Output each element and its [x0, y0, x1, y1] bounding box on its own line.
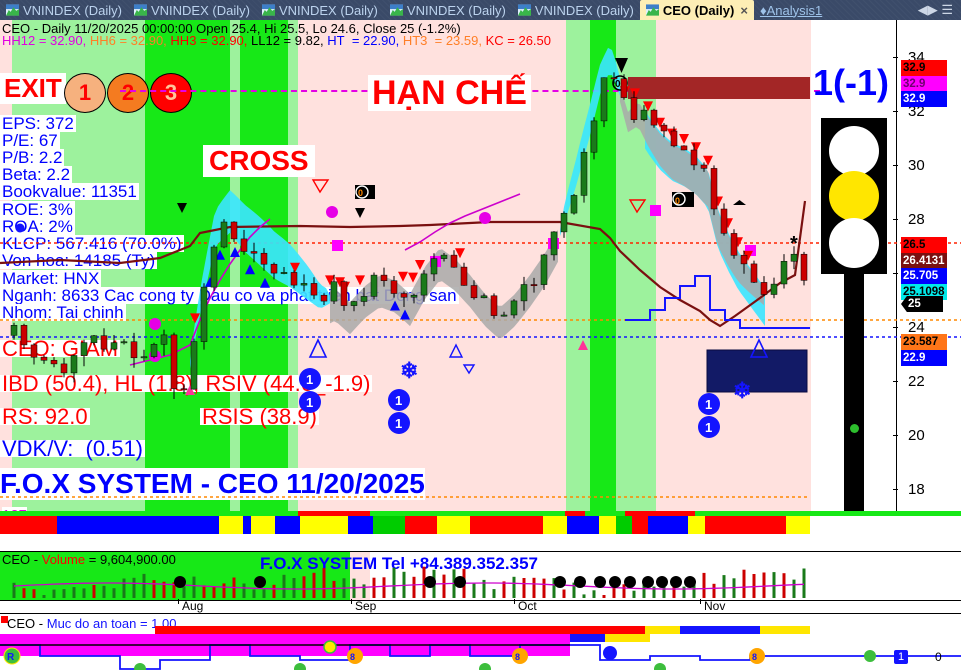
svg-text:❄: ❄ [400, 358, 418, 383]
svg-text:8: 8 [752, 652, 757, 662]
svg-text:1: 1 [705, 420, 712, 435]
svg-text:1: 1 [705, 397, 712, 412]
svg-text:8: 8 [350, 652, 355, 662]
svg-text:8: 8 [515, 652, 520, 662]
svg-text:0: 0 [675, 196, 680, 206]
svg-text:R: R [7, 652, 15, 663]
svg-text:❄: ❄ [733, 378, 751, 403]
svg-text:1: 1 [395, 416, 402, 431]
svg-text:1: 1 [395, 393, 402, 408]
svg-text:0: 0 [615, 79, 621, 90]
svg-text:0: 0 [358, 188, 363, 198]
svg-text:1: 1 [306, 372, 313, 387]
svg-text:1: 1 [306, 395, 313, 410]
